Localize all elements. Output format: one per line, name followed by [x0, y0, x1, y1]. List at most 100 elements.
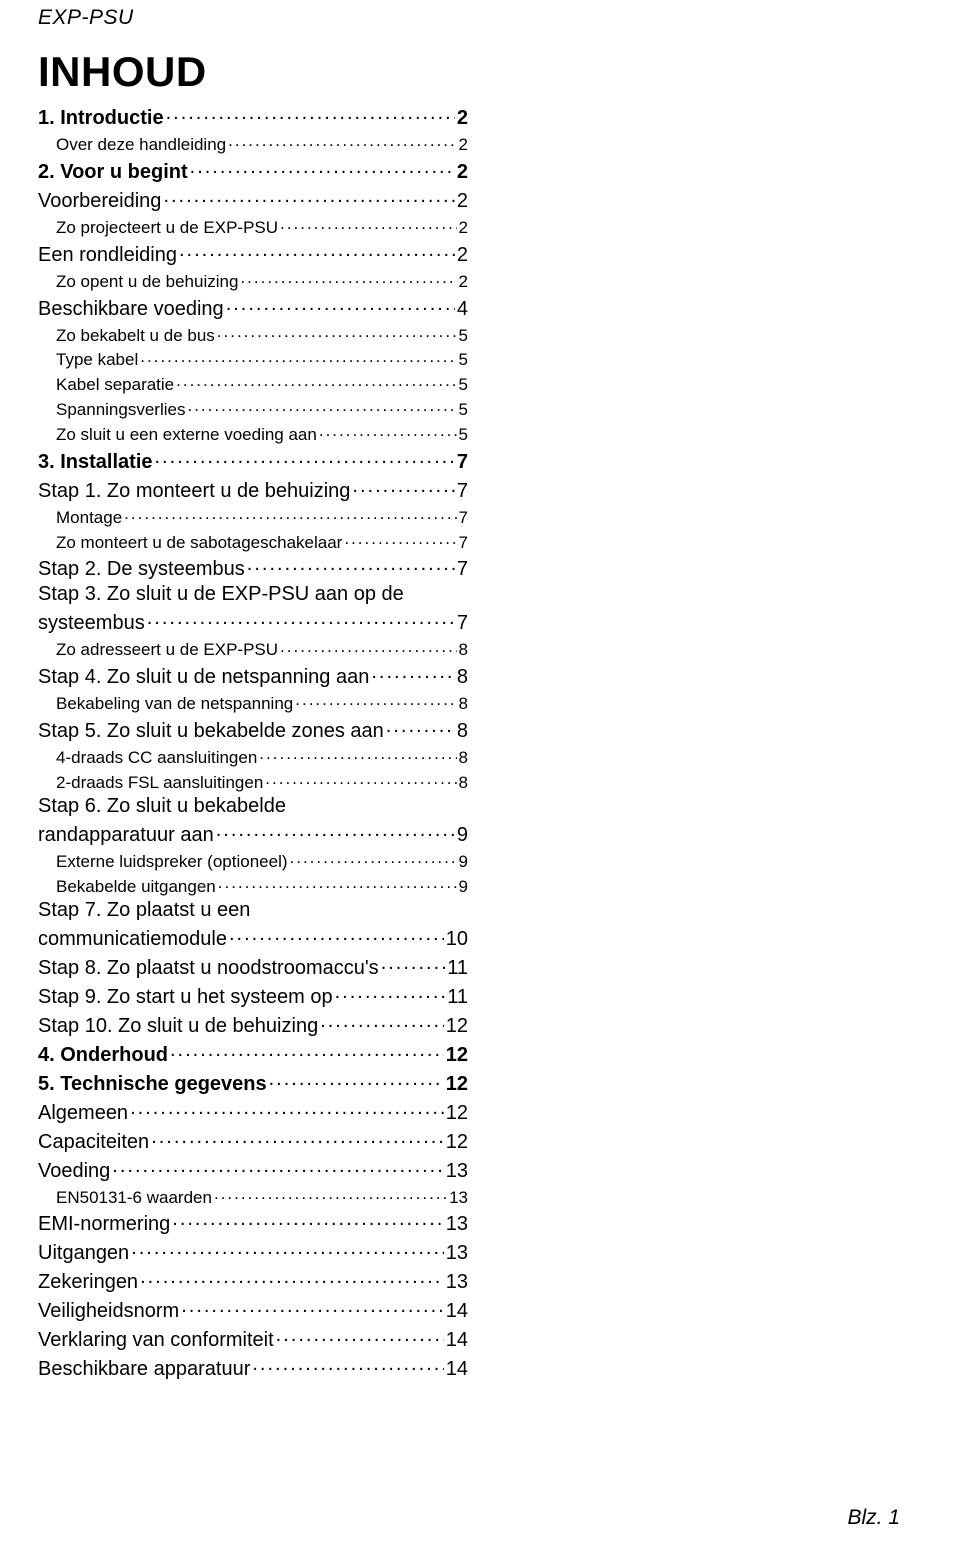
toc-entry: 2-draads FSL aansluitingen 8 [38, 769, 468, 794]
toc-leader [140, 1268, 444, 1288]
toc-leader [259, 746, 456, 763]
toc-label: EMI-normering [38, 1214, 170, 1235]
toc-entry: Uitgangen 13 [38, 1237, 468, 1266]
toc-label: Stap 5. Zo sluit u bekabelde zones aan [38, 721, 384, 742]
toc-page: 11 [447, 987, 468, 1008]
toc-leader [240, 270, 456, 287]
toc-leader [151, 1128, 444, 1148]
toc-label: Stap 1. Zo monteert u de behuizing [38, 481, 350, 502]
toc-entry: Een rondleiding2 [38, 239, 468, 268]
toc-entry: Over deze handleiding2 [38, 131, 468, 156]
toc-page: 7 [457, 481, 468, 502]
toc-label: Verklaring van conformiteit [38, 1330, 274, 1351]
toc-page: 2 [457, 108, 468, 129]
toc-entry: Externe luidspreker (optioneel)9 [38, 848, 468, 873]
toc-label: Stap 4. Zo sluit u de netspanning aan [38, 667, 369, 688]
toc-entry: 4. Onderhoud 12 [38, 1039, 468, 1068]
toc-label: Stap 8. Zo plaatst u noodstroomaccu's [38, 958, 379, 979]
toc-entry: Stap 7. Zo plaatst u eencommunicatiemodu… [38, 898, 468, 952]
toc-leader [229, 925, 444, 945]
toc-label: Zo monteert u de sabotageschakelaar [56, 534, 342, 552]
toc-label: Bekabelde uitgangen [56, 878, 216, 896]
toc-label: Stap 6. Zo sluit u bekabelde [38, 796, 286, 817]
toc-leader [247, 555, 455, 575]
toc-page: 7 [457, 559, 468, 580]
toc-entry: 5. Technische gegevens12 [38, 1068, 468, 1097]
toc-label: 3. Installatie [38, 452, 153, 473]
toc-leader [228, 133, 456, 150]
toc-label: Voeding [38, 1161, 110, 1182]
toc-entry: Capaciteiten12 [38, 1126, 468, 1155]
toc-page: 7 [459, 534, 468, 552]
toc-leader [352, 477, 454, 497]
toc-leader [226, 295, 455, 315]
toc-leader [217, 324, 457, 341]
toc-page: 2 [457, 245, 468, 266]
toc-page: 12 [446, 1045, 468, 1066]
toc-leader [181, 1297, 444, 1317]
toc-label: Beschikbare apparatuur [38, 1359, 250, 1380]
toc-leader [155, 448, 455, 468]
toc-page: 5 [459, 351, 468, 369]
toc-entry: Zekeringen13 [38, 1266, 468, 1295]
toc-label: Capaciteiten [38, 1132, 149, 1153]
toc-label: Algemeen [38, 1103, 128, 1124]
toc-page: 2 [459, 136, 468, 154]
toc-label: Stap 3. Zo sluit u de EXP-PSU aan op de [38, 584, 404, 605]
toc-label: Veiligheidsnorm [38, 1301, 179, 1322]
toc-label: Voorbereiding [38, 191, 161, 212]
toc-entry: 1. Introductie 2 [38, 102, 468, 131]
toc-label: systeembus [38, 613, 145, 634]
toc-label: Bekabeling van de netspanning [56, 695, 293, 713]
toc-label: 2-draads FSL aansluitingen [56, 774, 263, 792]
toc-entry: Bekabelde uitgangen9 [38, 873, 468, 898]
toc-label: 4. Onderhoud [38, 1045, 168, 1066]
toc-entry: Zo monteert u de sabotageschakelaar 7 [38, 529, 468, 554]
toc-page: 14 [446, 1359, 468, 1380]
toc-label: Type kabel [56, 351, 138, 369]
toc-label: Zo projecteert u de EXP-PSU [56, 219, 278, 237]
toc-page: 2 [459, 219, 468, 237]
toc-entry: Kabel separatie 5 [38, 371, 468, 396]
toc-page: 5 [459, 426, 468, 444]
toc-leader [140, 348, 456, 365]
toc-leader [319, 423, 457, 440]
toc-entry: Montage7 [38, 504, 468, 529]
toc-entry: EMI-normering13 [38, 1208, 468, 1237]
toc-page: 8 [459, 774, 468, 792]
toc-label: Kabel separatie [56, 376, 174, 394]
toc-entry: Zo sluit u een externe voeding aan 5 [38, 421, 468, 446]
toc-leader [170, 1041, 444, 1061]
toc-label: Montage [56, 509, 122, 527]
toc-label: 4-draads CC aansluitingen [56, 749, 257, 767]
toc-page: 13 [446, 1243, 468, 1264]
toc-label: communicatiemodule [38, 929, 227, 950]
toc-leader [276, 1326, 444, 1346]
toc-page: 8 [457, 721, 468, 742]
toc-leader [112, 1157, 443, 1177]
toc-label: 1. Introductie [38, 108, 164, 129]
toc-leader [179, 241, 455, 261]
toc-page: 14 [446, 1301, 468, 1322]
toc-label: Stap 9. Zo start u het systeem op [38, 987, 333, 1008]
toc-entry: Zo bekabelt u de bus5 [38, 322, 468, 347]
toc-label: Zo sluit u een externe voeding aan [56, 426, 317, 444]
toc-entry: Spanningsverlies5 [38, 396, 468, 421]
toc-page: 8 [459, 749, 468, 767]
toc-leader [147, 609, 455, 629]
toc-label: Stap 10. Zo sluit u de behuizing [38, 1016, 318, 1037]
toc-page: 7 [457, 452, 468, 473]
toc-label: Stap 2. De systeembus [38, 559, 245, 580]
toc-entry: Stap 6. Zo sluit u bekabelderandapparatu… [38, 794, 468, 848]
toc-page: 5 [459, 376, 468, 394]
document-header: EXP-PSU [38, 6, 900, 30]
toc-page: 5 [459, 327, 468, 345]
toc-page: 4 [457, 299, 468, 320]
toc-entry: Beschikbare voeding4 [38, 293, 468, 322]
toc-label: Uitgangen [38, 1243, 129, 1264]
toc-entry: Stap 1. Zo monteert u de behuizing 7 [38, 475, 468, 504]
toc-leader [295, 692, 456, 709]
toc-page: 13 [446, 1161, 468, 1182]
toc-page: 5 [459, 401, 468, 419]
toc-page: 12 [446, 1103, 468, 1124]
